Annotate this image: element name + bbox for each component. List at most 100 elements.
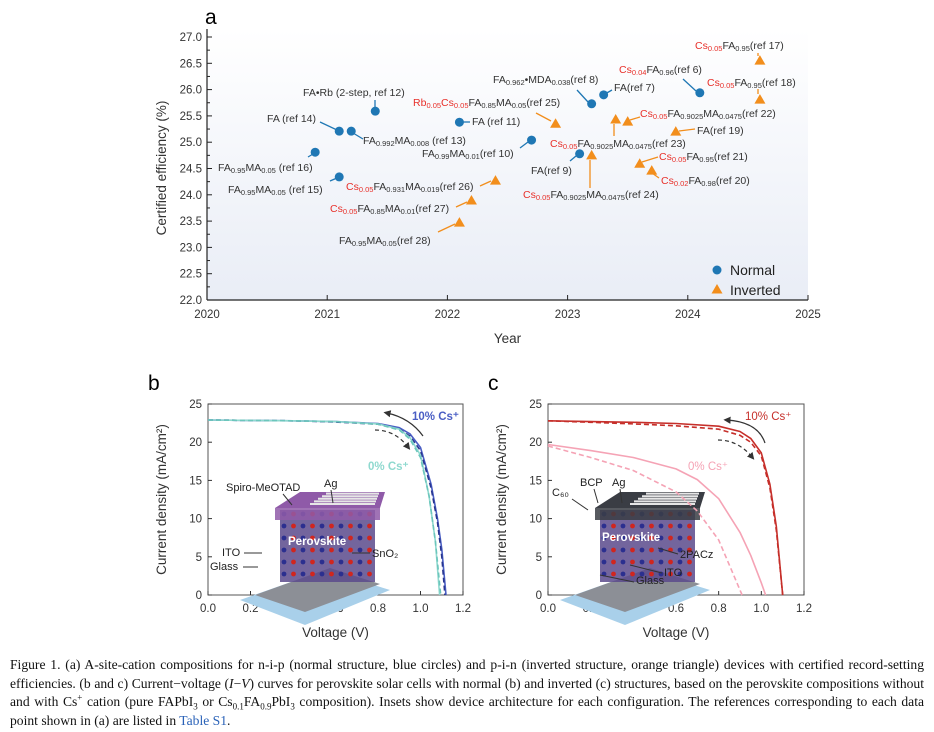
- caption-text: V: [241, 675, 250, 691]
- label-text: FA: [550, 189, 563, 201]
- label-subscript: 0.05: [454, 101, 469, 110]
- normal-data-point: [334, 172, 344, 182]
- caption-text: +: [77, 692, 83, 703]
- label-text: FA(ref 9): [531, 165, 572, 177]
- perovskite-atom: [310, 523, 315, 529]
- reverse-scan-arrow: [723, 416, 766, 444]
- forward-scan-arrow: [717, 439, 755, 460]
- perovskite-atom: [677, 523, 683, 529]
- table-s1-link[interactable]: Table S1: [179, 712, 228, 728]
- perovskite-atom: [649, 571, 654, 577]
- perovskite-atom: [357, 571, 363, 577]
- perovskite-atom: [687, 571, 692, 577]
- perovskite-atom: [639, 559, 645, 565]
- perovskite-atom: [611, 535, 616, 541]
- legend-normal-label: Normal: [730, 262, 775, 278]
- data-point-label: Cs0.02​FA0.98​(ref 20): [661, 175, 750, 188]
- perovskite-atom: [329, 547, 334, 553]
- label-text: FA(ref 7): [614, 82, 655, 94]
- caption-text: PbI: [271, 694, 291, 709]
- y-tick-label: 0: [536, 590, 542, 602]
- x-tick-label: 1.2: [455, 603, 471, 615]
- y-tick-label: 10: [529, 514, 542, 526]
- legend-inverted-label: Inverted: [730, 282, 781, 298]
- caption-text: or Cs: [197, 694, 233, 709]
- x-tick-label: 2023: [555, 309, 581, 321]
- data-point-label: FA0.99​MA0.01​(ref 10): [422, 148, 514, 161]
- perovskite-atom: [319, 523, 325, 529]
- x-axis-label: Voltage (V): [302, 625, 369, 640]
- label-text: FA: [339, 235, 352, 247]
- perovskite-atom: [687, 547, 692, 553]
- label-text: (ref 24): [625, 189, 659, 201]
- inset-leader-line: [593, 488, 599, 504]
- perovskite-atom: [601, 559, 607, 565]
- label-text: FA•Rb (2-step, ref 12): [303, 87, 405, 99]
- leader-line: [641, 156, 659, 163]
- perovskite-atom: [357, 535, 363, 541]
- label-text: •MDA: [525, 74, 552, 86]
- y-tick-label: 23.5: [180, 216, 202, 228]
- label-text: Cs: [523, 189, 536, 201]
- perovskite-atom: [367, 535, 372, 541]
- perovskite-atom: [291, 523, 296, 529]
- label-text: (ref 26): [440, 181, 474, 193]
- leader-line: [479, 180, 492, 187]
- caption-text: .: [227, 712, 231, 728]
- x-tick-label: 2021: [314, 309, 340, 321]
- perovskite-atom: [630, 571, 635, 577]
- label-subscript: 0.0475: [602, 193, 625, 202]
- annotation-0-cs: 0% Cs⁺: [368, 461, 409, 473]
- label-text: FA (ref 14): [267, 113, 316, 125]
- perovskite-atom: [291, 535, 296, 541]
- perovskite-atom: [620, 559, 626, 565]
- label-text: MA: [613, 138, 629, 150]
- perovskite-atom: [649, 559, 654, 565]
- y-tick-label: 0: [196, 590, 202, 602]
- y-tick-label: 24.0: [180, 190, 202, 202]
- label-subscript: 0.05: [563, 142, 578, 151]
- label-subscript: 0.04: [632, 68, 647, 77]
- perovskite-atom: [601, 535, 607, 541]
- label-text: (ref 23): [652, 138, 686, 150]
- perovskite-atom: [300, 547, 306, 553]
- normal-data-point: [587, 99, 597, 109]
- data-point-label: Cs0.05​FA0.9025​MA0.0475​(ref 24): [523, 189, 659, 202]
- perovskite-atom: [630, 547, 635, 553]
- y-tick-label: 25.0: [180, 137, 202, 149]
- perovskite-atom: [300, 523, 306, 529]
- normal-data-point: [527, 135, 537, 145]
- perovskite-atom: [319, 535, 325, 541]
- label-subscript: 0.05: [653, 112, 668, 121]
- x-tick-label: 1.2: [796, 603, 812, 615]
- inset-leader-line: [282, 493, 293, 506]
- data-point-label: FA(ref 9): [531, 165, 572, 177]
- y-tick-label: 5: [196, 552, 202, 564]
- label-text: MA: [703, 108, 719, 120]
- label-text: MA: [586, 189, 602, 201]
- label-subscript: 0.05: [708, 44, 723, 53]
- label-text: FA (ref 11): [472, 116, 520, 128]
- perovskite-atom: [649, 535, 654, 541]
- y-tick-label: 26.0: [180, 85, 202, 97]
- label-subscript: 0.0475: [719, 112, 742, 121]
- data-point-label: FA0.95​MA0.05​ (ref 16): [218, 162, 313, 175]
- leader-line: [682, 78, 697, 92]
- perovskite-atom: [677, 547, 683, 553]
- caption-text: 3: [193, 701, 198, 712]
- jv-curve: [207, 419, 442, 596]
- label-text: Cs: [661, 175, 674, 187]
- perovskite-atom: [677, 559, 683, 565]
- y-tick-label: 5: [536, 552, 542, 564]
- leader-line: [678, 128, 696, 132]
- perovskite-atom: [687, 523, 692, 529]
- x-tick-label: 0.0: [540, 603, 556, 615]
- perovskite-atom: [639, 571, 645, 577]
- leader-line: [576, 89, 589, 103]
- label-text: (ref 18): [762, 77, 796, 89]
- annotation-10-cs: 10% Cs⁺: [412, 411, 459, 423]
- perovskite-atom: [348, 547, 353, 553]
- perovskite-atom: [348, 523, 353, 529]
- label-text: (ref 10): [480, 148, 514, 160]
